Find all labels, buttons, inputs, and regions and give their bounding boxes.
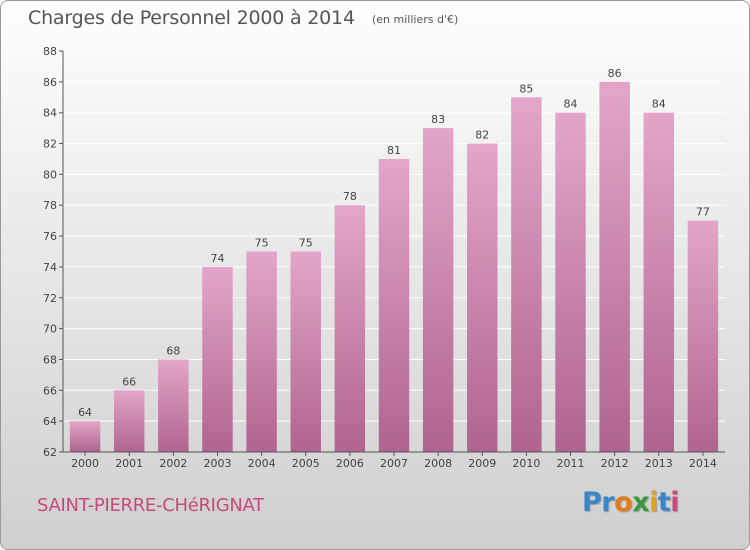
logo-letter: P — [582, 487, 602, 518]
y-tick-label: 84 — [43, 107, 57, 120]
bar-value-label: 81 — [387, 144, 401, 157]
bar[interactable] — [599, 81, 630, 452]
bar[interactable] — [467, 143, 498, 453]
bar[interactable] — [555, 112, 586, 452]
y-tick-label: 62 — [43, 446, 57, 459]
bar[interactable] — [202, 266, 233, 452]
x-tick-label: 2014 — [689, 457, 717, 470]
logo-letter: t — [657, 487, 671, 518]
proxiti-logo[interactable]: Proxiti — [582, 487, 680, 518]
bar-value-label: 86 — [608, 67, 622, 80]
y-tick-label: 68 — [43, 353, 57, 366]
bar-value-label: 85 — [519, 82, 533, 95]
bar[interactable] — [334, 205, 366, 452]
x-tick-label: 2010 — [512, 457, 540, 470]
bar[interactable] — [687, 220, 719, 452]
commune-name: SAINT-PIERRE-CHéRIGNAT — [37, 495, 264, 516]
x-tick-label: 2013 — [645, 457, 673, 470]
bar[interactable] — [643, 112, 675, 452]
bar-value-label: 77 — [696, 206, 710, 219]
bar-value-label: 83 — [431, 113, 445, 126]
x-tick-label: 2001 — [115, 457, 143, 470]
x-tick-label: 2004 — [248, 457, 276, 470]
bar[interactable] — [511, 97, 542, 453]
chart-subtitle: (en milliers d'€) — [372, 13, 459, 26]
logo-letter: o — [614, 487, 633, 518]
x-tick-label: 2006 — [336, 457, 364, 470]
logo-letter: i — [649, 487, 658, 518]
x-tick-label: 2003 — [203, 457, 231, 470]
logo-letter: x — [632, 487, 650, 518]
x-tick-label: 2008 — [424, 457, 452, 470]
x-tick-label: 2007 — [380, 457, 408, 470]
x-tick-label: 2002 — [159, 457, 187, 470]
x-tick-label: 2012 — [601, 457, 629, 470]
y-tick-label: 88 — [43, 45, 57, 58]
y-tick-label: 80 — [43, 168, 57, 181]
bar[interactable] — [290, 251, 321, 453]
y-tick-label: 86 — [43, 76, 57, 89]
bar[interactable] — [113, 390, 145, 452]
logo-letter: r — [601, 487, 615, 518]
bar-value-label: 68 — [166, 344, 180, 357]
bar-value-label: 82 — [475, 129, 489, 142]
bar-value-label: 64 — [78, 406, 92, 419]
chart-title: Charges de Personnel 2000 à 2014 — [28, 7, 355, 29]
y-tick-label: 74 — [43, 261, 57, 274]
x-tick-label: 2005 — [292, 457, 320, 470]
bar[interactable] — [69, 421, 101, 452]
y-tick-label: 78 — [43, 199, 57, 212]
bar[interactable] — [158, 359, 189, 452]
bar[interactable] — [246, 251, 277, 453]
bar-value-label: 84 — [652, 98, 666, 111]
logo-letter: i — [670, 487, 680, 518]
x-tick-label: 2011 — [557, 457, 585, 470]
y-tick-label: 82 — [43, 138, 57, 151]
bar-value-label: 75 — [255, 237, 269, 250]
y-tick-label: 64 — [43, 415, 57, 428]
bar-value-label: 75 — [299, 237, 313, 250]
bar[interactable] — [378, 158, 410, 452]
bar-value-label: 78 — [343, 190, 357, 203]
bar[interactable] — [422, 128, 454, 452]
x-tick-label: 2009 — [468, 457, 496, 470]
y-tick-label: 76 — [43, 230, 57, 243]
bar-value-label: 74 — [210, 252, 224, 265]
bar-value-label: 84 — [564, 98, 578, 111]
x-tick-label: 2000 — [71, 457, 99, 470]
y-tick-label: 70 — [43, 323, 57, 336]
y-tick-label: 66 — [43, 384, 57, 397]
y-tick-label: 72 — [43, 292, 57, 305]
bar-value-label: 66 — [122, 375, 136, 388]
